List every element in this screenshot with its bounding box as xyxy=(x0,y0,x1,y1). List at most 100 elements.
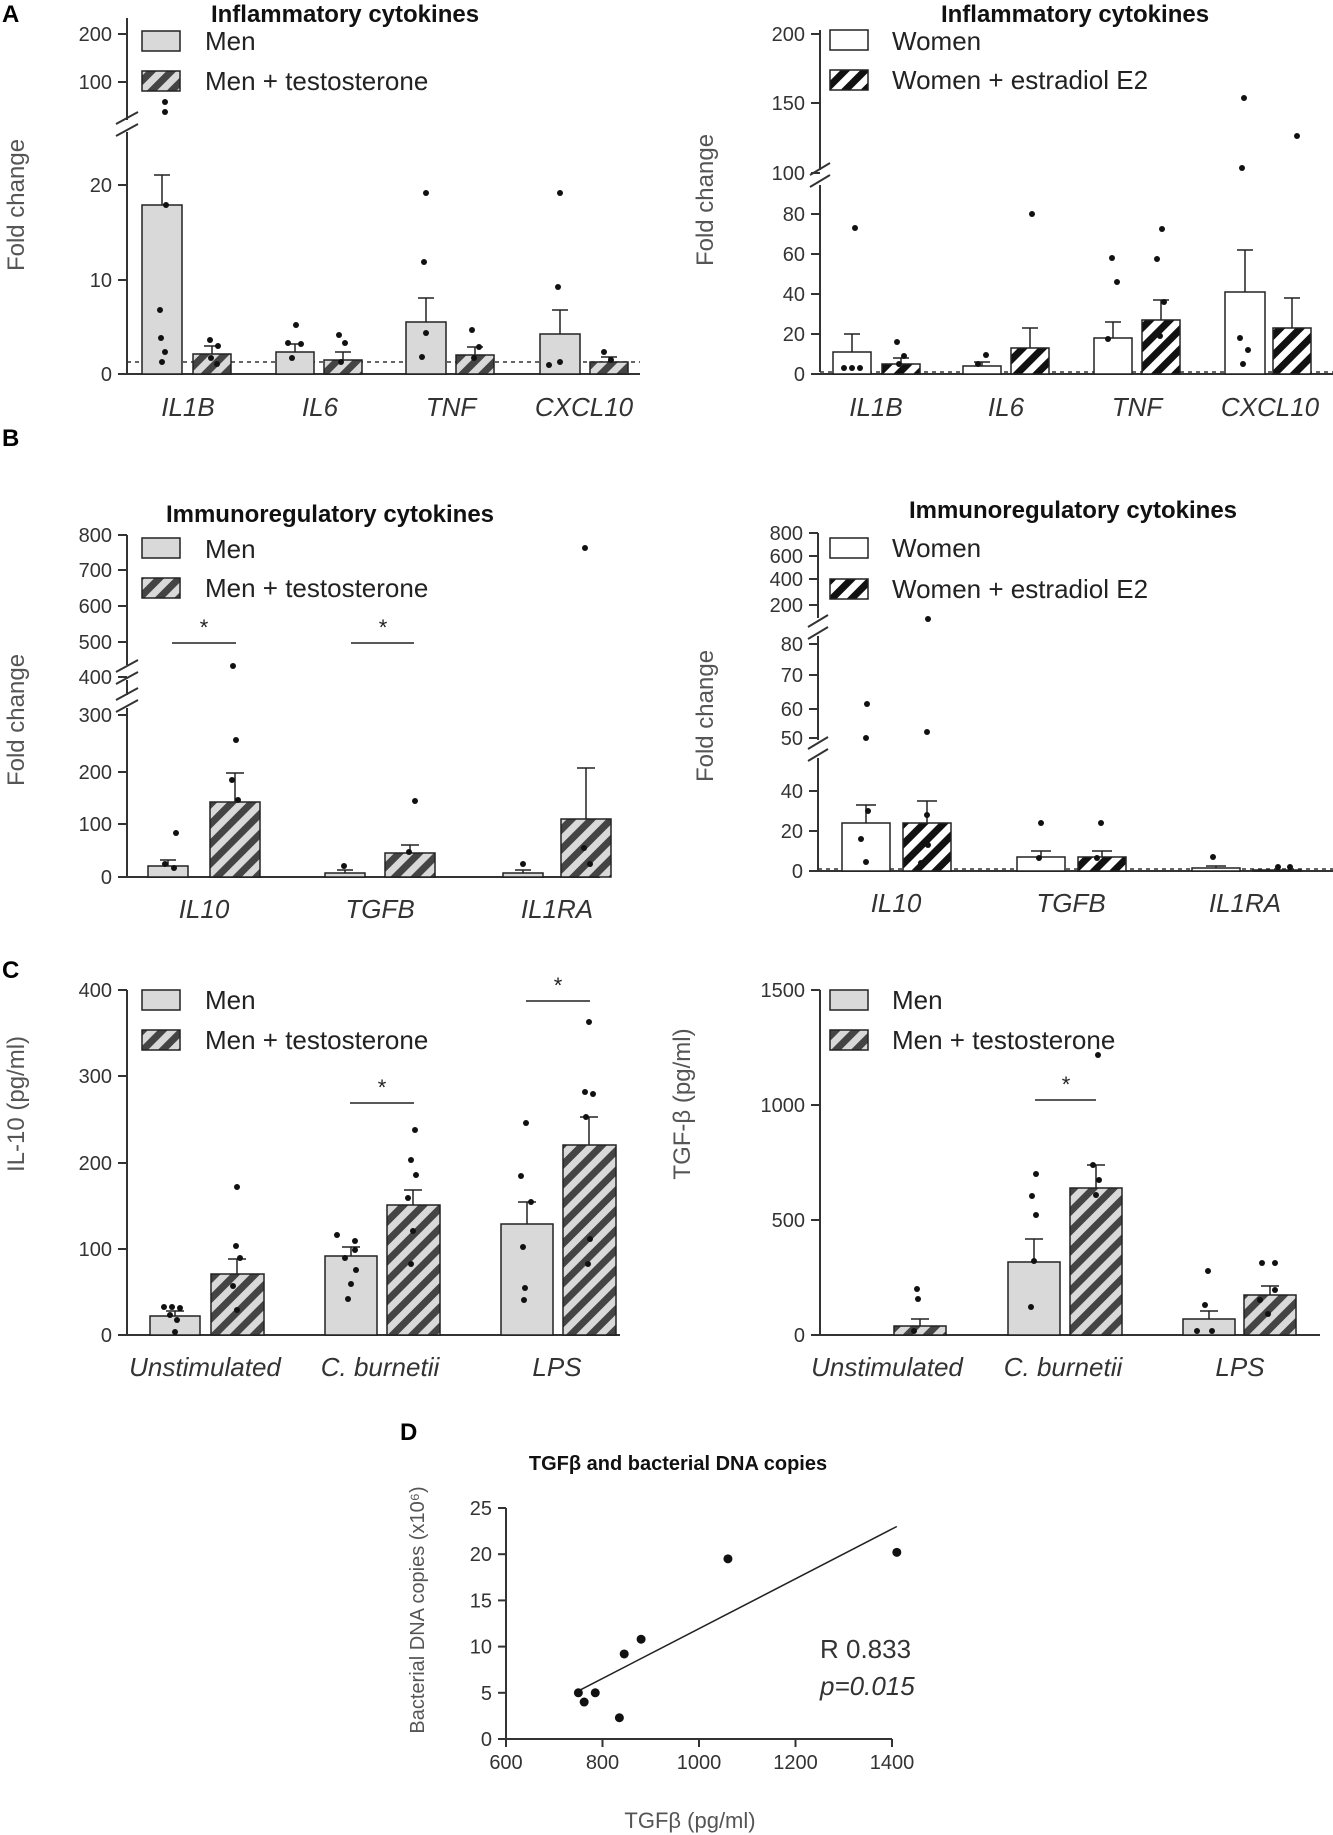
bar-lps-men xyxy=(1182,1318,1236,1336)
legend-label: Women + estradiol E2 xyxy=(892,65,1148,95)
chart-a-left-title: Inflammatory cytokines xyxy=(211,1,479,28)
legend-label: Men xyxy=(205,534,256,564)
legend-swatch xyxy=(141,1029,181,1051)
y-tick-label: 60 xyxy=(781,699,803,721)
chart-d-xlabel: TGFβ (pg/ml) xyxy=(624,1808,755,1833)
legend-label: Men + testosterone xyxy=(205,66,428,96)
y-tick-label: 80 xyxy=(781,634,803,656)
bar-cxcl10-estradiol xyxy=(1272,327,1312,375)
data-point xyxy=(1245,347,1251,353)
bars xyxy=(832,291,1312,375)
data-point xyxy=(520,861,526,867)
y-tick-label: 700 xyxy=(79,560,112,582)
data-point xyxy=(419,354,425,360)
legend-label: Men + testosterone xyxy=(205,573,428,603)
error-bar xyxy=(1105,321,1121,338)
y-tick-label: 600 xyxy=(770,546,803,568)
y-tick-label: 100 xyxy=(79,1239,112,1261)
error-bars xyxy=(166,1116,598,1316)
panel-label-a: A xyxy=(2,1,19,28)
scatter-point xyxy=(892,1547,902,1557)
legend-label: Men xyxy=(892,985,943,1015)
data-point xyxy=(925,616,931,622)
x-category-label: Unstimulated xyxy=(129,1352,282,1382)
data-point xyxy=(521,1297,527,1303)
bar-cxcl10-testosterone xyxy=(589,361,629,375)
x-category-label: LPS xyxy=(532,1352,582,1382)
y-tick-label: 0 xyxy=(101,1325,112,1347)
data-points xyxy=(162,545,593,871)
data-point xyxy=(353,1267,359,1273)
y-tick-label: 1000 xyxy=(761,1095,806,1117)
error-bar xyxy=(911,1318,929,1326)
data-point xyxy=(523,1120,529,1126)
y-tick-label: 500 xyxy=(772,1210,805,1232)
data-point xyxy=(894,339,900,345)
data-points xyxy=(157,99,614,368)
bar-il6-men xyxy=(275,351,315,375)
data-point xyxy=(555,284,561,290)
y-tick-label: 10 xyxy=(90,270,112,292)
data-point xyxy=(522,1285,528,1291)
legend: Women Women + estradiol E2 xyxy=(829,533,1148,604)
error-bar xyxy=(154,174,170,205)
x-category-label: CXCL10 xyxy=(535,392,634,422)
y-tick-label: 100 xyxy=(772,163,805,185)
bar-il10-testosterone xyxy=(209,801,261,878)
x-category-label: LPS xyxy=(1215,1352,1265,1382)
bar-lps-men xyxy=(500,1223,554,1336)
bar-il1ra-women xyxy=(1191,867,1241,872)
x-category-label: CXCL10 xyxy=(1221,392,1320,422)
chart-a-right-title: Inflammatory cytokines xyxy=(941,1,1209,28)
chart-a-right-ylabel: Fold change xyxy=(692,134,719,266)
data-point xyxy=(423,190,429,196)
data-point xyxy=(1257,1297,1263,1303)
bar-il6-women xyxy=(962,365,1002,375)
x-category-label: IL1RA xyxy=(1209,888,1281,918)
y-tick-label: 150 xyxy=(772,93,805,115)
legend-label: Men + testosterone xyxy=(892,1025,1115,1055)
scatter-point xyxy=(579,1697,589,1707)
data-point xyxy=(857,365,863,371)
y-tick-label: 1500 xyxy=(761,980,806,1002)
data-point xyxy=(1028,1304,1034,1310)
data-point xyxy=(557,359,563,365)
chart-c-left: IL-10 (pg/ml) 0 100 200 300 400 Men Men … xyxy=(3,973,620,1382)
data-point xyxy=(421,259,427,265)
data-point xyxy=(863,859,869,865)
legend-label: Men + testosterone xyxy=(205,1025,428,1055)
y-tick-label: 40 xyxy=(783,284,805,306)
bar-cburnetii-men xyxy=(324,1255,378,1336)
data-point xyxy=(469,327,475,333)
error-bar xyxy=(856,804,876,823)
y-tick-label: 600 xyxy=(79,596,112,618)
bar-cxcl10-men xyxy=(539,333,581,375)
data-point xyxy=(162,109,168,115)
data-point xyxy=(924,812,930,818)
data-point xyxy=(1161,299,1167,305)
y-tick-label: 400 xyxy=(79,667,112,689)
y-tick-label: 0 xyxy=(792,861,803,883)
y-tick-label: 15 xyxy=(470,1590,492,1612)
y-tick-label: 20 xyxy=(783,324,805,346)
error-bar xyxy=(1261,1285,1279,1295)
data-point xyxy=(1031,1258,1037,1264)
y-axis: 0 100 200 300 400 500 600 700 800 xyxy=(79,525,600,889)
data-point xyxy=(476,344,482,350)
error-bars xyxy=(160,767,595,873)
data-point xyxy=(177,1305,183,1311)
scatter-point xyxy=(619,1649,629,1659)
x-tick-label: 1000 xyxy=(677,1752,722,1774)
error-bar xyxy=(552,309,568,334)
data-point xyxy=(159,359,165,365)
legend-swatch xyxy=(141,537,181,559)
error-bar xyxy=(1153,299,1169,320)
data-point xyxy=(1210,854,1216,860)
legend-label: Women + estradiol E2 xyxy=(892,574,1148,604)
y-tick-label: 300 xyxy=(79,705,112,727)
significance: * * xyxy=(350,973,590,1104)
panel-label-c: C xyxy=(2,957,19,984)
scatter-point xyxy=(590,1688,600,1698)
bar-cburnetii-testosterone xyxy=(386,1204,441,1336)
data-point xyxy=(865,808,871,814)
